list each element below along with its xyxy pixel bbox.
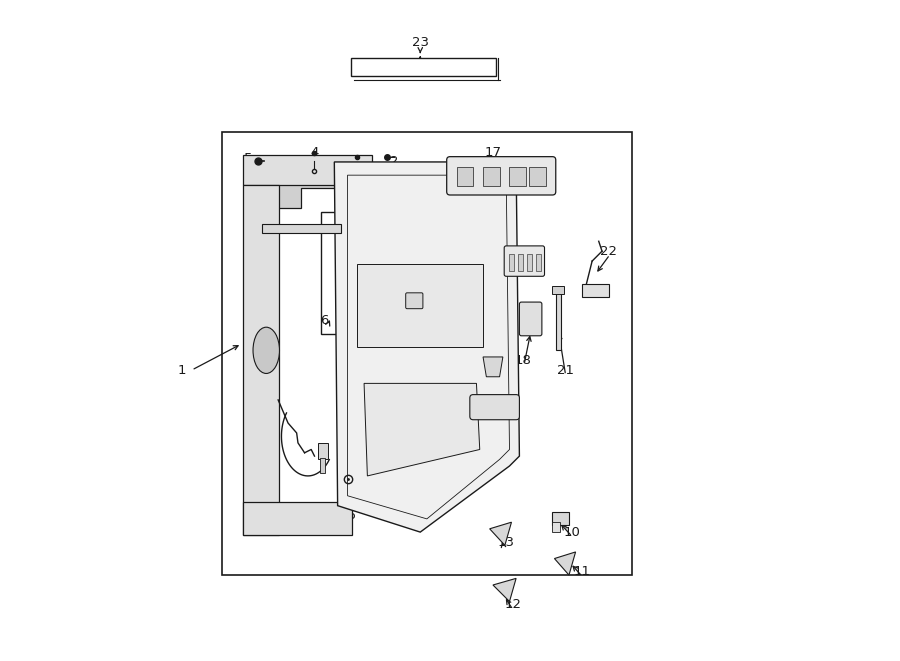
Text: 16: 16 <box>339 509 356 522</box>
Bar <box>536 254 541 271</box>
FancyBboxPatch shape <box>406 293 423 309</box>
Bar <box>509 167 526 186</box>
Text: 6: 6 <box>320 314 328 327</box>
Bar <box>553 286 564 294</box>
Bar <box>483 167 500 186</box>
Text: 1: 1 <box>178 364 186 377</box>
Text: 17: 17 <box>484 145 501 159</box>
Text: 8: 8 <box>261 218 269 231</box>
FancyBboxPatch shape <box>504 246 544 276</box>
Text: 2: 2 <box>390 155 398 169</box>
Polygon shape <box>554 552 576 575</box>
Polygon shape <box>364 383 480 476</box>
Bar <box>243 185 280 535</box>
Text: 13: 13 <box>498 535 515 549</box>
Bar <box>556 291 561 350</box>
Text: 12: 12 <box>504 598 521 611</box>
Bar <box>321 212 460 334</box>
Text: 22: 22 <box>600 245 617 258</box>
FancyBboxPatch shape <box>470 395 519 420</box>
Polygon shape <box>483 357 503 377</box>
Text: 20: 20 <box>484 383 501 397</box>
Bar <box>553 512 569 525</box>
Text: 23: 23 <box>412 36 428 50</box>
Bar <box>243 155 372 185</box>
Polygon shape <box>490 522 511 545</box>
Bar <box>222 132 632 575</box>
Polygon shape <box>357 264 483 347</box>
Bar <box>318 443 328 459</box>
Polygon shape <box>493 578 516 602</box>
Bar <box>320 458 325 473</box>
Text: 18: 18 <box>514 354 531 367</box>
Bar <box>262 224 341 233</box>
Bar <box>509 254 514 271</box>
Bar <box>243 502 352 535</box>
Bar <box>582 284 608 297</box>
Bar <box>518 254 523 271</box>
Text: 3: 3 <box>350 155 358 169</box>
Text: 10: 10 <box>563 525 580 539</box>
FancyBboxPatch shape <box>519 302 542 336</box>
Polygon shape <box>334 162 519 532</box>
Text: 19: 19 <box>491 245 508 258</box>
Text: 5: 5 <box>244 152 253 165</box>
Ellipse shape <box>253 327 280 373</box>
Text: 15: 15 <box>253 469 270 483</box>
Bar <box>456 167 473 186</box>
FancyBboxPatch shape <box>446 157 556 195</box>
Bar <box>351 58 496 76</box>
Bar <box>553 522 561 532</box>
Bar <box>527 254 532 271</box>
Text: 21: 21 <box>557 364 574 377</box>
Text: 9: 9 <box>489 400 497 413</box>
Bar <box>529 167 545 186</box>
Text: 11: 11 <box>573 565 590 578</box>
Text: 4: 4 <box>310 145 319 159</box>
Polygon shape <box>245 162 367 208</box>
Text: 7: 7 <box>383 294 392 307</box>
Text: 14: 14 <box>316 509 333 522</box>
